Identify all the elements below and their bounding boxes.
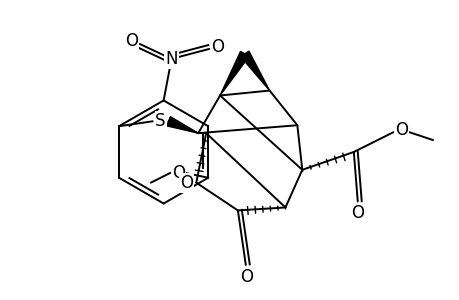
Text: O: O: [172, 164, 185, 182]
Polygon shape: [166, 117, 198, 133]
Text: O: O: [211, 38, 224, 56]
Polygon shape: [219, 51, 248, 95]
Text: O: O: [394, 121, 407, 139]
Text: N: N: [165, 50, 178, 68]
Text: O: O: [240, 268, 253, 286]
Text: S: S: [155, 112, 166, 130]
Text: O: O: [179, 174, 192, 192]
Text: O: O: [125, 32, 138, 50]
Polygon shape: [240, 51, 269, 91]
Text: O: O: [351, 204, 364, 222]
